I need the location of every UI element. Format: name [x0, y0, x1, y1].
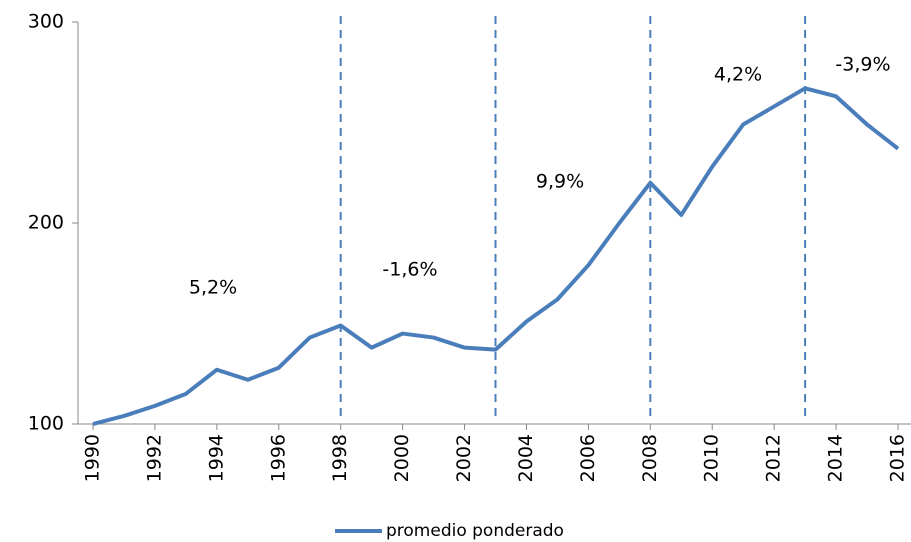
- x-tick-label: 2012: [763, 434, 785, 482]
- x-tick-label: 1996: [267, 434, 289, 482]
- x-tick-label: 2016: [887, 434, 909, 482]
- annotation: -3,9%: [835, 54, 890, 76]
- x-tick-label: 2000: [391, 434, 413, 482]
- x-tick-label: 2008: [639, 434, 661, 482]
- annotation: 9,9%: [536, 171, 584, 193]
- y-tick-label: 200: [28, 212, 64, 234]
- x-tick-label: 2010: [701, 434, 723, 482]
- annotation: 5,2%: [189, 277, 237, 299]
- x-tick-label: 2004: [515, 434, 537, 482]
- y-tick-label: 100: [28, 413, 64, 435]
- annotation: -1,6%: [382, 259, 437, 281]
- x-tick-label: 2006: [577, 434, 599, 482]
- x-tick-label: 1990: [82, 434, 104, 482]
- x-tick-label: 2014: [825, 434, 847, 482]
- legend-label: promedio ponderado: [386, 521, 564, 541]
- x-tick-label: 2002: [453, 434, 475, 482]
- data-line: [92, 86, 900, 426]
- y-tick-label: 300: [28, 11, 64, 33]
- x-tick-label: 1998: [329, 434, 351, 482]
- x-tick-label: 1994: [205, 434, 227, 482]
- x-tick-label: 1992: [143, 434, 165, 482]
- annotation: 4,2%: [714, 64, 762, 86]
